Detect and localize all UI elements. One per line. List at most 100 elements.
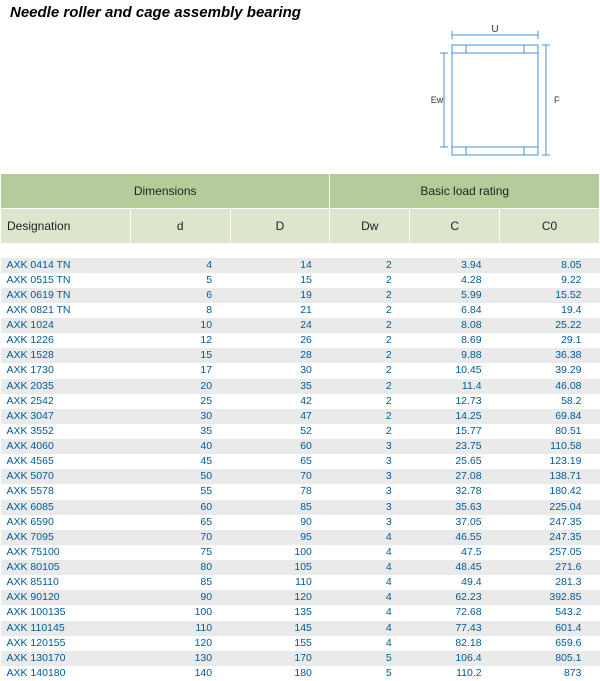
cell-value: 60 xyxy=(130,500,230,515)
cell-value: 100 xyxy=(230,545,330,560)
diagram-label-fw: Fw xyxy=(554,95,560,105)
cell-value: 11.4 xyxy=(410,379,500,394)
cell-value: 50 xyxy=(130,469,230,484)
cell-value: 70 xyxy=(230,469,330,484)
cell-value: 123.19 xyxy=(500,454,600,469)
cell-value: 25.22 xyxy=(500,318,600,333)
cell-value: 4 xyxy=(330,575,410,590)
cell-value: 138.71 xyxy=(500,469,600,484)
table-row: AXK 0414 TN41423.948.05 xyxy=(1,258,600,273)
cell-value: 180.42 xyxy=(500,484,600,499)
table-row: AXK 110145110145477.43601.4 xyxy=(1,621,600,636)
cell-value: 3 xyxy=(330,500,410,515)
cell-value: 247.35 xyxy=(500,515,600,530)
cell-value: 3 xyxy=(330,469,410,484)
cell-value: 155 xyxy=(230,636,330,651)
cell-value: 2 xyxy=(330,273,410,288)
cell-value: 36.38 xyxy=(500,348,600,363)
col-d: d xyxy=(130,209,230,244)
bearing-diagram-area: U Ew Fw xyxy=(0,25,600,173)
cell-value: 90 xyxy=(230,515,330,530)
spec-table: Dimensions Basic load rating Designation… xyxy=(0,173,600,681)
cell-value: 120 xyxy=(130,636,230,651)
table-row: AXK 45654565325.65123.19 xyxy=(1,454,600,469)
cell-value: 110.58 xyxy=(500,439,600,454)
cell-designation: AXK 5070 xyxy=(1,469,131,484)
cell-value: 90 xyxy=(130,590,230,605)
cell-value: 65 xyxy=(130,515,230,530)
table-head: Dimensions Basic load rating Designation… xyxy=(1,174,600,244)
cell-value: 110.2 xyxy=(410,666,500,681)
table-row: AXK 60856085335.63225.04 xyxy=(1,500,600,515)
cell-value: 9.22 xyxy=(500,273,600,288)
cell-value: 110 xyxy=(230,575,330,590)
cell-value: 46.55 xyxy=(410,530,500,545)
cell-value: 15.52 xyxy=(500,288,600,303)
cell-designation: AXK 0515 TN xyxy=(1,273,131,288)
cell-value: 105 xyxy=(230,560,330,575)
cell-designation: AXK 110145 xyxy=(1,621,131,636)
cell-value: 5 xyxy=(330,651,410,666)
cell-value: 2 xyxy=(330,258,410,273)
cell-value: 27.08 xyxy=(410,469,500,484)
cell-value: 35 xyxy=(230,379,330,394)
spacer xyxy=(1,244,600,258)
cell-value: 110 xyxy=(130,621,230,636)
table-row: AXK 9012090120462.23392.85 xyxy=(1,590,600,605)
cell-value: 2 xyxy=(330,303,410,318)
col-Dw: Dw xyxy=(330,209,410,244)
cell-designation: AXK 6085 xyxy=(1,500,131,515)
cell-value: 225.04 xyxy=(500,500,600,515)
cell-value: 170 xyxy=(230,651,330,666)
cell-value: 15 xyxy=(130,348,230,363)
cell-value: 35.63 xyxy=(410,500,500,515)
cell-value: 4 xyxy=(330,605,410,620)
cell-value: 10 xyxy=(130,318,230,333)
group-header-load: Basic load rating xyxy=(330,174,600,209)
cell-value: 78 xyxy=(230,484,330,499)
cell-value: 48.45 xyxy=(410,560,500,575)
cell-value: 37.05 xyxy=(410,515,500,530)
cell-value: 30 xyxy=(130,409,230,424)
cell-value: 2 xyxy=(330,409,410,424)
cell-value: 5.99 xyxy=(410,288,500,303)
cell-value: 58.2 xyxy=(500,394,600,409)
table-row: AXK 70957095446.55247.35 xyxy=(1,530,600,545)
cell-designation: AXK 120155 xyxy=(1,636,131,651)
cell-value: 3 xyxy=(330,454,410,469)
cell-value: 65 xyxy=(230,454,330,469)
bearing-diagram: U Ew Fw xyxy=(430,25,560,173)
cell-value: 4 xyxy=(330,590,410,605)
cell-value: 4 xyxy=(330,545,410,560)
cell-designation: AXK 1226 xyxy=(1,333,131,348)
table-row: AXK 1226122628.6929.1 xyxy=(1,333,600,348)
cell-value: 120 xyxy=(230,590,330,605)
cell-value: 60 xyxy=(230,439,330,454)
cell-value: 140 xyxy=(130,666,230,681)
cell-value: 271.6 xyxy=(500,560,600,575)
cell-value: 19.4 xyxy=(500,303,600,318)
cell-value: 35 xyxy=(130,424,230,439)
cell-designation: AXK 2542 xyxy=(1,394,131,409)
cell-designation: AXK 80105 xyxy=(1,560,131,575)
cell-value: 40 xyxy=(130,439,230,454)
cell-value: 106.4 xyxy=(410,651,500,666)
cell-value: 17 xyxy=(130,363,230,378)
cell-value: 601.4 xyxy=(500,621,600,636)
table-row: AXK 55785578332.78180.42 xyxy=(1,484,600,499)
cell-value: 21 xyxy=(230,303,330,318)
cell-designation: AXK 85110 xyxy=(1,575,131,590)
cell-value: 2 xyxy=(330,379,410,394)
table-row: AXK 30473047214.2569.84 xyxy=(1,409,600,424)
cell-value: 4 xyxy=(330,621,410,636)
cell-value: 873 xyxy=(500,666,600,681)
cell-designation: AXK 7095 xyxy=(1,530,131,545)
cell-value: 145 xyxy=(230,621,330,636)
cell-value: 42 xyxy=(230,394,330,409)
cell-value: 8.08 xyxy=(410,318,500,333)
cell-value: 3.94 xyxy=(410,258,500,273)
cell-value: 55 xyxy=(130,484,230,499)
cell-value: 62.23 xyxy=(410,590,500,605)
cell-value: 659.6 xyxy=(500,636,600,651)
cell-value: 3 xyxy=(330,484,410,499)
